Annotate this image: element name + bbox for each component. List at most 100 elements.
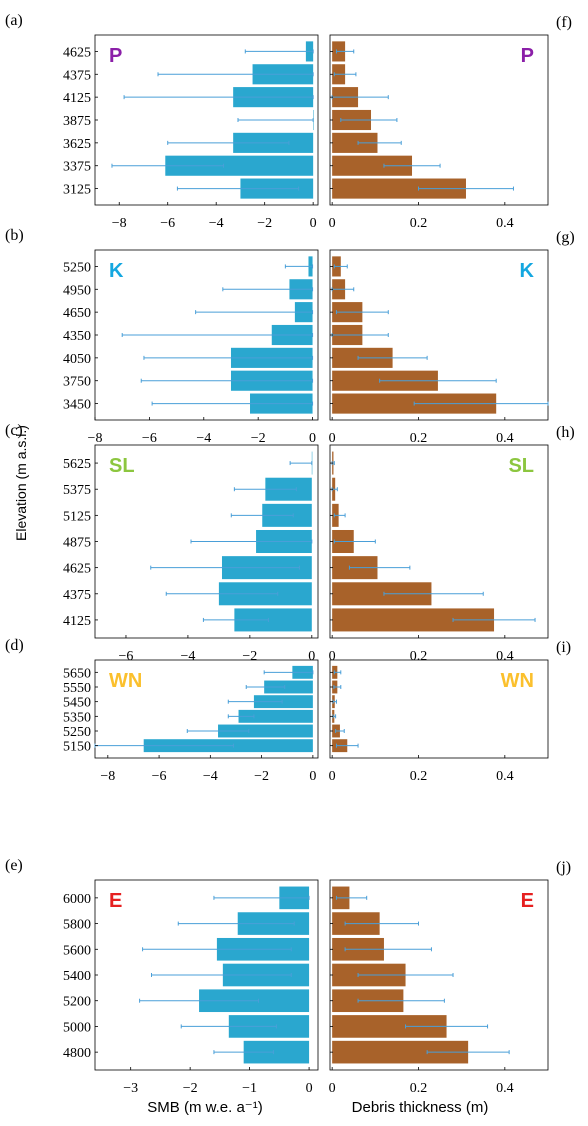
category-label: 4375 [63,68,91,83]
bar [332,132,378,153]
x-tick-label: −6 [119,649,134,664]
category-label: 4800 [63,1046,91,1061]
panel-label: (i) [556,639,571,656]
category-label: 5550 [63,681,91,696]
x-tick-label: −2 [257,216,272,231]
category-label: 3625 [63,137,91,152]
x-tick-label: 0.4 [496,649,514,664]
panel-label: (h) [556,424,575,441]
bar [332,155,413,176]
glacier-label: P [109,45,122,67]
bar [332,582,432,606]
category-label: 5250 [63,725,91,740]
panel-label: (b) [5,227,24,244]
panel-label: (g) [556,229,575,246]
panel-frame [329,659,549,759]
panel-label: (f) [556,14,572,31]
x-tick-label: 0 [329,216,336,231]
category-label: 3450 [63,398,91,413]
x-tick-label: −4 [196,431,211,446]
x-tick-label: −6 [152,769,167,784]
glacier-label: E [521,890,534,912]
glacier-label: K [520,260,535,282]
category-label: 3750 [63,375,91,390]
x-tick-label: −8 [88,431,103,446]
x-tick-label: 0.2 [410,649,428,664]
x-tick-label: −2 [242,649,257,664]
bar [332,1015,447,1038]
panel-frame [94,659,319,759]
x-tick-label: 0 [309,769,316,784]
x-tick-label: 0 [308,649,315,664]
category-label: 5350 [63,710,91,725]
bar [243,1040,310,1064]
category-label: 5400 [63,969,91,984]
x-tick-label: 0.4 [496,769,514,784]
x-tick-label: −1 [242,1081,257,1096]
bar [264,680,313,694]
category-label: 5800 [63,918,91,933]
category-label: 3875 [63,114,91,129]
smb-x-axis-label: SMB (m w.e. a⁻¹) [147,1099,262,1116]
glacier-label: P [521,45,534,67]
glacier-label: WN [109,670,142,692]
bar [332,178,466,199]
category-label: 4625 [63,562,91,577]
category-label: 5250 [63,260,91,275]
category-label: 4875 [63,536,91,551]
glacier-label: E [109,890,122,912]
category-label: 4625 [63,45,91,60]
category-label: 4650 [63,306,91,321]
panel-label: (d) [5,637,24,654]
category-label: 5200 [63,995,91,1010]
x-tick-label: −3 [123,1081,138,1096]
x-tick-label: 0 [329,769,336,784]
glacier-label: WN [501,670,534,692]
x-tick-label: 0.4 [496,216,514,231]
bar [332,608,495,632]
category-label: 5375 [63,483,91,498]
glacier-label: SL [109,455,135,477]
category-label: 4125 [63,614,91,629]
category-label: 4375 [63,588,91,603]
category-label: 5600 [63,943,91,958]
category-label: 5625 [63,457,91,472]
bar [234,608,312,632]
x-tick-label: 0.2 [410,769,428,784]
x-tick-label: −4 [180,649,195,664]
panel-label: (j) [556,859,571,876]
category-label: 5125 [63,509,91,524]
x-tick-label: 0.2 [410,1081,428,1096]
panel-label: (a) [5,12,23,29]
bar [218,724,313,738]
x-tick-label: 0 [329,431,336,446]
category-label: 3375 [63,160,91,175]
category-label: 4050 [63,352,91,367]
x-tick-label: −2 [183,1081,198,1096]
x-tick-label: −2 [251,431,266,446]
x-tick-label: −4 [203,769,218,784]
x-tick-label: 0.2 [410,216,428,231]
category-label: 5150 [63,740,91,755]
x-tick-label: −8 [100,769,115,784]
x-tick-label: 0.4 [496,431,514,446]
bar [253,695,313,709]
panel-label: (e) [5,857,23,874]
bar [165,155,314,176]
x-tick-label: 0 [310,216,317,231]
x-tick-label: −6 [160,216,175,231]
debris-x-axis-label: Debris thickness (m) [352,1099,489,1116]
x-tick-label: 0 [329,649,336,664]
category-label: 6000 [63,892,91,907]
glacier-label: SL [508,455,534,477]
bar [238,709,313,723]
x-tick-label: 0.4 [496,1081,514,1096]
x-tick-label: 0 [306,1081,313,1096]
y-axis-label: Elevation (m a.s.l.) [13,425,29,541]
x-tick-label: −4 [209,216,224,231]
x-tick-label: −8 [112,216,127,231]
x-tick-label: 0 [329,1081,336,1096]
category-label: 4125 [63,91,91,106]
category-label: 4950 [63,283,91,298]
